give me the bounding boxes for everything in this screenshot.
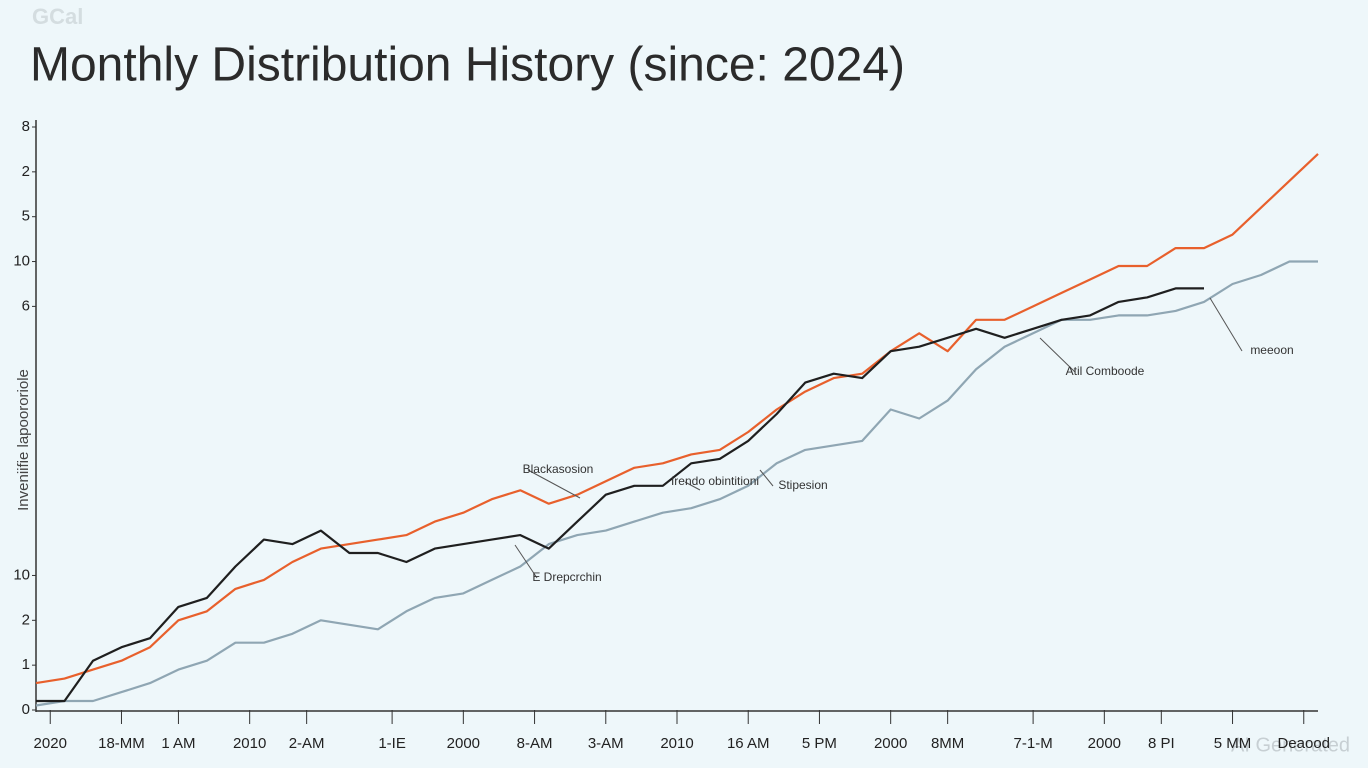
annotation: Irendo obintitioni	[671, 474, 759, 488]
x-tick-label: 5 MM	[1214, 735, 1252, 752]
annotation: meeoon	[1250, 343, 1293, 357]
annotation: Stipesion	[778, 478, 827, 492]
x-tick-label: 18-MM	[98, 735, 145, 752]
annotation: E Drepcrchin	[532, 570, 601, 584]
x-tick-label: 2000	[1088, 735, 1121, 752]
y-axis-label: Inveniifie lapoororiole	[15, 369, 32, 511]
x-tick-label: 8-AM	[517, 735, 553, 752]
x-tick-label: 2010	[660, 735, 693, 752]
x-tick-label: Deaood	[1277, 735, 1330, 752]
x-tick-label: 7-1-M	[1014, 735, 1053, 752]
y-tick-label: 0	[22, 701, 30, 718]
y-tick-label: 2	[22, 163, 30, 180]
x-tick-label: 1 AM	[161, 735, 195, 752]
series-line	[35, 260, 1318, 707]
x-tick-label: 2000	[447, 735, 480, 752]
y-tick-label: 2	[22, 611, 30, 628]
y-tick-label: 10	[13, 566, 30, 583]
x-tick-label: 5 PM	[802, 735, 837, 752]
annotation: Atil Comboode	[1066, 364, 1145, 378]
annotation-leader	[514, 544, 538, 579]
annotation-leader	[1039, 337, 1076, 373]
series-line	[35, 153, 1319, 685]
x-tick-label: 1-IE	[378, 735, 406, 752]
annotation: Blackasosion	[523, 462, 594, 476]
y-tick-label: 6	[22, 297, 30, 314]
x-tick-label: 2-AM	[289, 735, 325, 752]
x-tick-label: 8MM	[931, 735, 964, 752]
x-tick-label: 2000	[874, 735, 907, 752]
chart-title: Monthly Distribution History (since: 202…	[30, 39, 905, 92]
x-tick-label: 2020	[34, 735, 67, 752]
annotation-leader	[684, 481, 701, 491]
y-tick-label: 1	[22, 656, 30, 673]
y-tick-label: 8	[22, 118, 30, 135]
y-tick-label: 5	[22, 208, 30, 225]
x-tick-label: 8 PI	[1148, 735, 1175, 752]
logo: GCal	[32, 4, 83, 29]
annotation-leader	[1209, 297, 1243, 352]
watermark: AI Generated	[1231, 734, 1350, 756]
x-tick-label: 16 AM	[727, 735, 770, 752]
x-tick-label: 2010	[233, 735, 266, 752]
annotation-leader	[759, 469, 774, 487]
series-line	[36, 287, 1204, 703]
annotation-leader	[527, 469, 581, 499]
x-tick-label: 3-AM	[588, 735, 624, 752]
y-tick-label: 10	[13, 253, 30, 270]
